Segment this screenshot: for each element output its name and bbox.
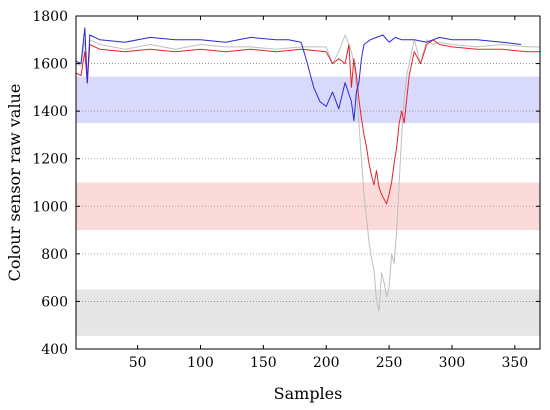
y-axis: 400 600 800 1000 1200 1400 1600 1800 — [32, 9, 540, 358]
series-line-2 — [75, 27, 522, 122]
x-axis: 50 100 150 200 250 300 350 — [129, 16, 528, 371]
y-axis-label: Colour sensor raw value — [5, 84, 24, 282]
series-line-1 — [75, 39, 540, 205]
x-tick-label-300: 300 — [439, 355, 466, 371]
band-2 — [76, 289, 540, 336]
x-tick-label-50: 50 — [129, 355, 147, 371]
y-tick-label-1400: 1400 — [32, 104, 68, 120]
x-tick-label-200: 200 — [313, 355, 340, 371]
x-tick-label-250: 250 — [376, 355, 403, 371]
y-tick-label-800: 800 — [41, 247, 68, 263]
y-tick-label-1000: 1000 — [32, 199, 68, 215]
band-0 — [76, 76, 540, 124]
series-layer — [75, 27, 540, 312]
x-tick-label-350: 350 — [501, 355, 528, 371]
plot-frame — [75, 15, 541, 350]
y-tick-label-400: 400 — [41, 342, 68, 358]
y-tick-label-600: 600 — [41, 294, 68, 310]
grid-layer — [76, 63, 540, 302]
x-tick-label-100: 100 — [187, 355, 214, 371]
y-tick-label-1200: 1200 — [32, 152, 68, 168]
y-tick-label-1800: 1800 — [32, 9, 68, 25]
y-tick-label-1600: 1600 — [32, 57, 68, 73]
x-axis-label: Samples — [274, 384, 343, 403]
x-tick-label-150: 150 — [250, 355, 277, 371]
series-line-0 — [75, 34, 540, 312]
